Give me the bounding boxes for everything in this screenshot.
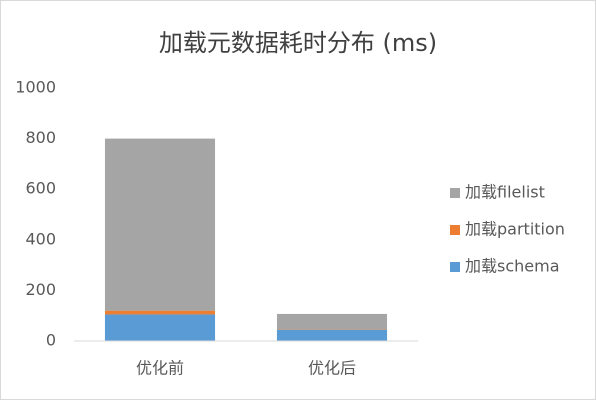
legend-label: 加载filelist — [465, 183, 545, 202]
y-tick-label: 1000 — [15, 78, 56, 97]
bar-segment — [276, 329, 388, 330]
x-tick-label: 优化后 — [308, 359, 356, 378]
legend-swatch — [450, 225, 460, 235]
bar-segment — [276, 313, 388, 330]
legend-label: 加载partition — [465, 220, 565, 239]
legend-swatch — [450, 262, 460, 272]
chart-title: 加载元数据耗时分布 (ms) — [159, 29, 437, 57]
bar-segment — [104, 310, 216, 315]
y-tick-label: 0 — [46, 331, 56, 350]
bar-segment — [276, 329, 388, 341]
bar-segment — [104, 314, 216, 341]
y-tick-label: 400 — [25, 229, 56, 248]
y-tick-label: 800 — [25, 128, 56, 147]
bar-segment — [104, 138, 216, 311]
legend-label: 加载schema — [465, 257, 560, 276]
y-tick-label: 200 — [25, 280, 56, 299]
legend-swatch — [450, 188, 460, 198]
x-tick-label: 优化前 — [136, 359, 184, 378]
y-tick-label: 600 — [25, 179, 56, 198]
